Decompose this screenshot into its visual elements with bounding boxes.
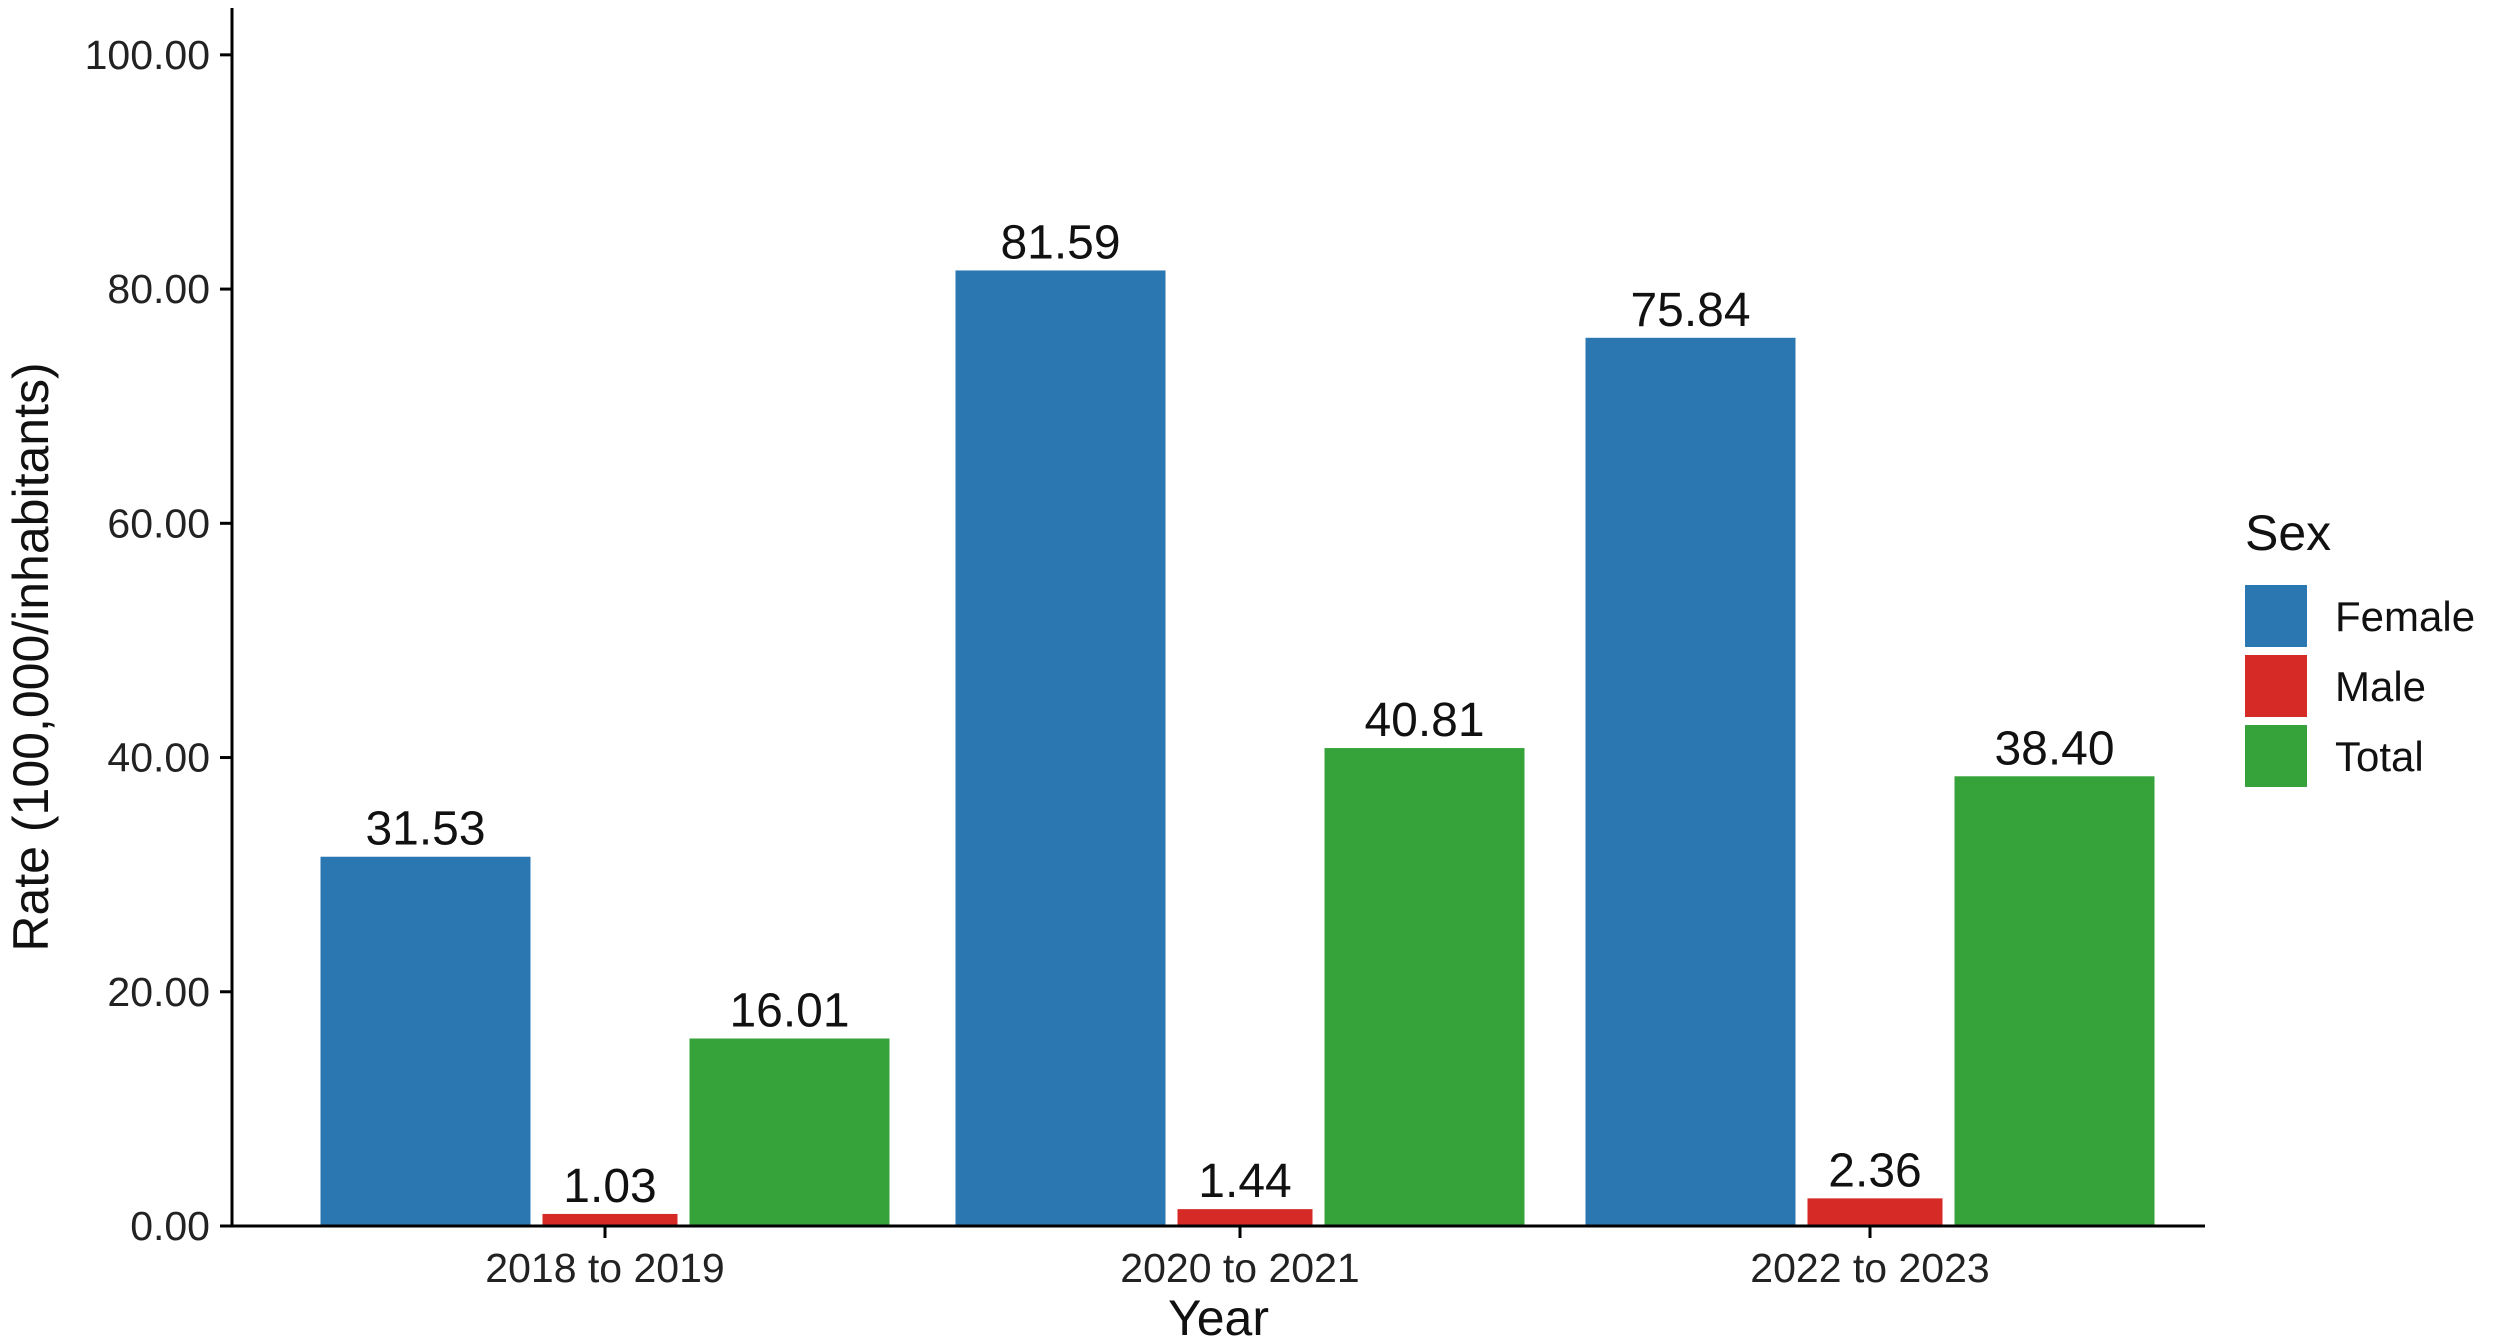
bar-male-2018-to-2019: [542, 1213, 678, 1226]
value-label-total-2020-to-2021: 40.81: [1364, 694, 1484, 747]
legend-title: Sex: [2245, 505, 2331, 561]
value-label-male-2020-to-2021: 1.44: [1198, 1155, 1291, 1208]
value-label-female-2022-to-2023: 75.84: [1630, 284, 1750, 337]
value-label-male-2022-to-2023: 2.36: [1828, 1144, 1921, 1197]
bar-male-2020-to-2021: [1177, 1209, 1313, 1226]
bar-total-2022-to-2023: [1954, 776, 2155, 1226]
value-label-female-2018-to-2019: 31.53: [365, 803, 485, 856]
bar-male-2022-to-2023: [1807, 1198, 1943, 1226]
bar-female-2022-to-2023: [1585, 337, 1796, 1226]
value-label-total-2022-to-2023: 38.40: [1994, 722, 2114, 775]
y-tick-label: 20.00: [107, 969, 210, 1015]
value-label-total-2018-to-2019: 16.01: [729, 984, 849, 1037]
bar-female-2020-to-2021: [955, 270, 1166, 1226]
x-tick-label: 2018 to 2019: [485, 1245, 724, 1291]
x-tick-label: 2020 to 2021: [1120, 1245, 1359, 1291]
y-tick-label: 100.00: [85, 32, 210, 78]
legend-label-total: Total: [2335, 733, 2424, 780]
legend-swatch-male: [2245, 655, 2307, 717]
y-axis-title: Rate (100,000/inhabitants): [3, 362, 59, 951]
legend-label-male: Male: [2335, 663, 2426, 710]
legend-label-female: Female: [2335, 593, 2475, 640]
legend-swatch-total: [2245, 725, 2307, 787]
legend: Sex Female Male Total: [2245, 505, 2475, 787]
legend-swatch-female: [2245, 585, 2307, 647]
bars-layer: [320, 270, 2155, 1226]
y-tick-label: 0.00: [130, 1203, 210, 1249]
y-tick-label: 60.00: [107, 500, 210, 546]
value-label-female-2020-to-2021: 81.59: [1000, 216, 1120, 269]
x-tick-label: 2022 to 2023: [1750, 1245, 1989, 1291]
bar-total-2018-to-2019: [689, 1038, 890, 1226]
value-labels-layer: 31.53 1.03 16.01 81.59 1.44 40.81 75.84 2.36 38.…: [365, 216, 2114, 1212]
y-tick-label: 80.00: [107, 266, 210, 312]
bar-female-2018-to-2019: [320, 856, 531, 1226]
bar-total-2020-to-2021: [1324, 748, 1525, 1226]
value-label-male-2018-to-2019: 1.03: [563, 1160, 656, 1213]
y-tick-label: 40.00: [107, 735, 210, 781]
y-axis-ticks: 0.00 20.00 40.00 60.00 80.00 100.00: [85, 32, 232, 1249]
x-axis-ticks: 2018 to 2019 2020 to 2021 2022 to 2023: [485, 1226, 1990, 1291]
x-axis-title: Year: [1168, 1290, 1269, 1340]
